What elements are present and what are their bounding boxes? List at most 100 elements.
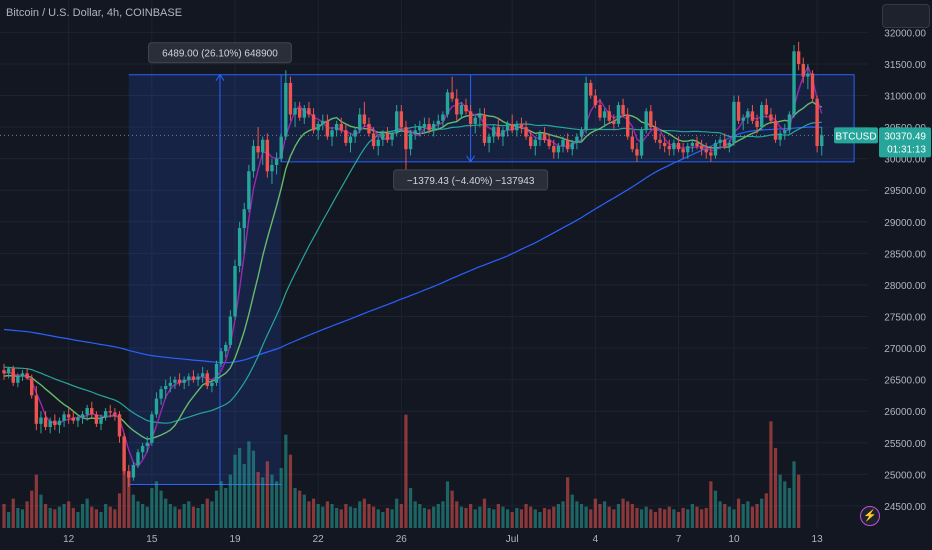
candle-body xyxy=(390,133,394,140)
price-tick-label: 29000.00 xyxy=(884,218,926,229)
candle-body xyxy=(242,209,246,229)
candle-body xyxy=(815,98,819,147)
candle-body xyxy=(25,373,29,379)
volume-bar xyxy=(695,506,699,528)
volume-bar xyxy=(519,509,524,528)
volume-bar xyxy=(261,477,265,528)
volume-bar xyxy=(686,509,690,528)
volume-bar xyxy=(34,474,38,528)
candle-body xyxy=(251,146,256,172)
candle-body xyxy=(556,146,561,153)
candle-body xyxy=(810,73,815,99)
candle-body xyxy=(224,344,228,352)
volume-bar xyxy=(205,498,209,528)
ma-fast-line xyxy=(3,64,823,468)
price-tick-label: 31500.00 xyxy=(884,60,926,71)
candle-body xyxy=(330,130,334,137)
volume-bar xyxy=(117,493,122,528)
candle-body xyxy=(219,351,223,364)
volume-bar xyxy=(201,504,205,528)
volume-bar xyxy=(187,501,191,528)
candle-body xyxy=(723,139,727,147)
candle-body xyxy=(764,105,768,115)
volume-bar xyxy=(311,498,316,528)
candle-body xyxy=(436,120,440,124)
candle-body xyxy=(39,417,43,424)
candle-body xyxy=(145,442,149,446)
volume-bar xyxy=(792,461,796,528)
candle-body xyxy=(492,127,496,137)
candle-body xyxy=(820,135,824,147)
candle-body xyxy=(681,149,685,153)
candle-body xyxy=(528,136,533,147)
candle-body xyxy=(589,82,593,96)
candle-body xyxy=(584,82,588,131)
lightning-icon[interactable]: ⚡ xyxy=(860,506,880,526)
candle-body xyxy=(487,136,491,143)
volume-bar xyxy=(196,508,200,528)
candle-body xyxy=(108,411,112,413)
volume-bar xyxy=(598,504,602,528)
candle-body xyxy=(233,266,237,317)
measure-up-label-bg xyxy=(148,42,292,64)
candle-body xyxy=(732,101,736,143)
candle-body xyxy=(117,414,122,437)
volume-bar xyxy=(122,468,126,528)
volume-bar xyxy=(284,434,288,528)
candle-body xyxy=(71,417,75,421)
volume-bar xyxy=(769,421,773,528)
candle-body xyxy=(43,417,48,427)
candle-body xyxy=(413,130,417,134)
price-tick-label: 30000.00 xyxy=(884,155,926,166)
candle-body xyxy=(348,136,353,143)
chart-settings-button[interactable] xyxy=(882,4,930,28)
candle-body xyxy=(261,139,265,153)
candle-body xyxy=(741,117,745,121)
time-axis[interactable]: 12 15 19 22 26 Jul 4 7 10 13 xyxy=(63,534,823,545)
volume-bar xyxy=(422,508,427,528)
candle-body xyxy=(353,130,357,137)
candle-body xyxy=(127,471,131,478)
candle-body xyxy=(362,114,367,124)
symbol-tag: BTCUSD xyxy=(835,131,876,142)
candle-body xyxy=(616,105,621,124)
candle-body xyxy=(792,51,796,115)
candle-body xyxy=(159,389,163,399)
volume-bar xyxy=(104,504,108,528)
candle-body xyxy=(57,420,62,426)
candle-body xyxy=(459,105,464,115)
price-axis[interactable]: 24500.00 25000.00 25500.00 26000.00 26500.00… xyxy=(834,28,931,513)
volume-bar xyxy=(85,498,89,528)
candle-body xyxy=(759,105,764,128)
candle-body xyxy=(699,146,704,150)
volume-bar xyxy=(418,504,422,528)
volume-bar xyxy=(589,509,593,528)
volume-bar xyxy=(704,508,708,528)
volume-bar xyxy=(293,488,297,528)
candle-body xyxy=(515,123,519,131)
candle-body xyxy=(686,146,690,153)
volume-bar xyxy=(464,508,468,528)
volume-bar xyxy=(621,498,625,528)
volume-bar xyxy=(191,506,196,528)
time-tick-label: 19 xyxy=(229,534,241,545)
volume-bar xyxy=(616,504,621,528)
time-tick-label: 12 xyxy=(63,534,75,545)
candle-body xyxy=(16,376,20,383)
volume-bar xyxy=(441,501,445,528)
candle-body xyxy=(20,373,25,377)
price-tag-bg xyxy=(879,127,931,158)
volume-bar xyxy=(709,481,713,528)
candle-body xyxy=(284,82,288,137)
volume-bar xyxy=(469,504,473,528)
price-tick-label: 28000.00 xyxy=(884,281,926,292)
volume-bar xyxy=(302,494,306,528)
candle-body xyxy=(570,142,574,150)
candle-body xyxy=(635,149,639,156)
candle-body xyxy=(297,108,302,118)
candle-body xyxy=(607,111,611,121)
volume-bar xyxy=(325,501,329,528)
candle-body xyxy=(455,98,459,115)
candle-body xyxy=(177,379,182,383)
